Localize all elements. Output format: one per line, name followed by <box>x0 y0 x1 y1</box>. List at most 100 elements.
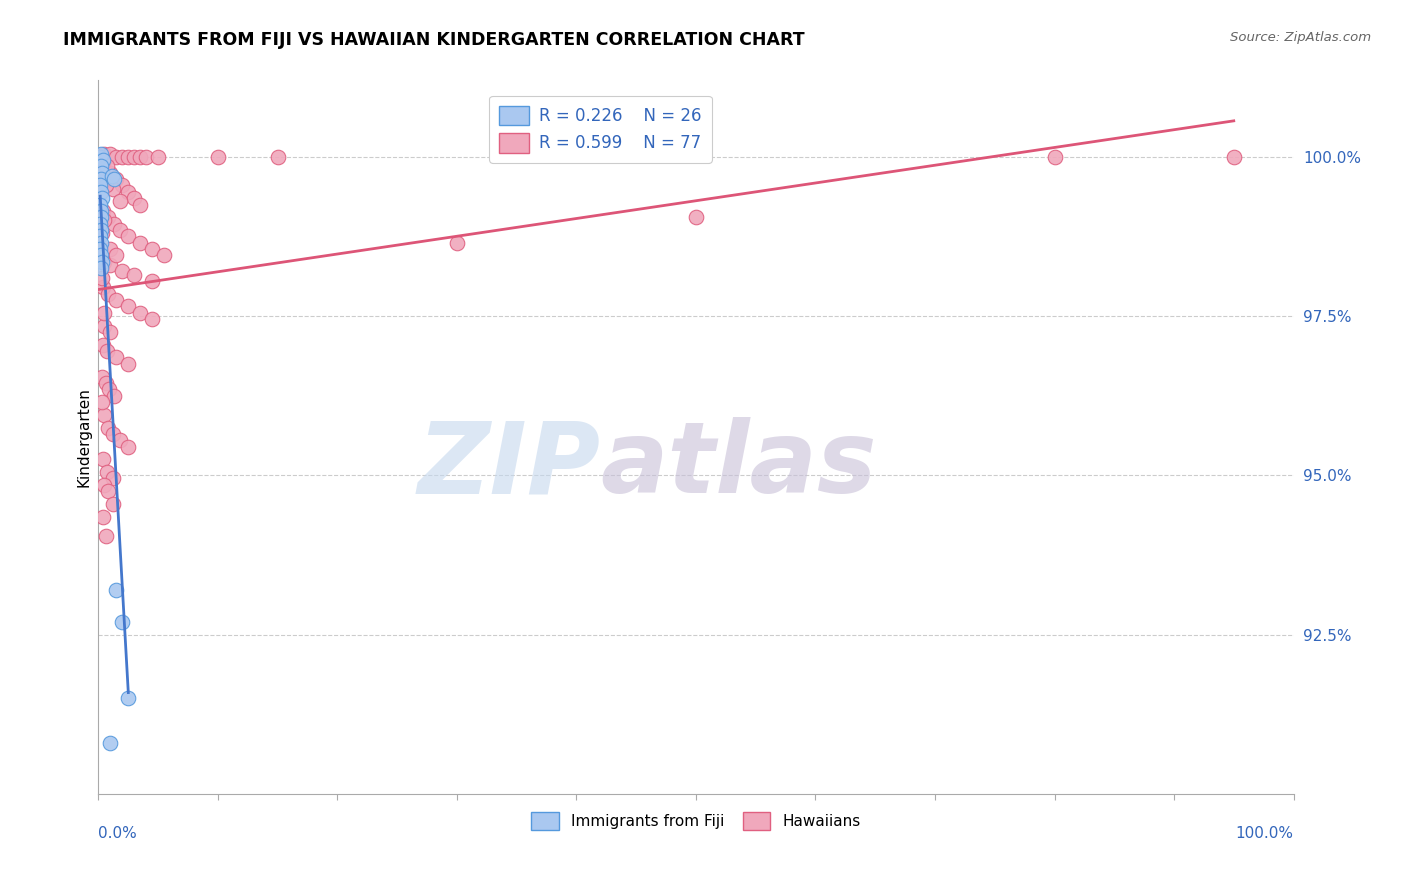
Point <box>90 235 112 250</box>
Point <box>91 166 114 180</box>
Point <box>90 185 112 199</box>
Point <box>91 369 114 384</box>
Point <box>105 248 128 262</box>
Point <box>124 268 146 282</box>
Point <box>101 426 124 441</box>
Point <box>98 242 122 256</box>
Point <box>90 248 112 262</box>
Point <box>90 159 112 173</box>
Point <box>141 274 163 288</box>
Point <box>89 178 111 193</box>
Point <box>105 293 128 307</box>
Point <box>98 736 122 750</box>
Point <box>103 217 125 231</box>
Point <box>103 389 125 403</box>
Point <box>93 162 115 177</box>
Text: IMMIGRANTS FROM FIJI VS HAWAIIAN KINDERGARTEN CORRELATION CHART: IMMIGRANTS FROM FIJI VS HAWAIIAN KINDERG… <box>63 31 804 49</box>
Point <box>101 471 124 485</box>
Point <box>124 150 146 164</box>
Point <box>1223 150 1246 164</box>
Point <box>97 211 120 225</box>
Point <box>91 153 114 167</box>
Point <box>89 197 111 211</box>
Point <box>91 270 114 285</box>
Point <box>117 300 139 314</box>
Point <box>90 203 112 218</box>
Point <box>129 150 152 164</box>
Point <box>91 509 114 524</box>
Point <box>91 337 114 351</box>
Point <box>89 150 111 164</box>
Point <box>105 172 128 186</box>
Point <box>93 213 115 227</box>
Point <box>90 172 112 186</box>
Point <box>148 150 170 164</box>
Point <box>117 185 139 199</box>
Point <box>90 146 112 161</box>
Point <box>103 172 125 186</box>
Text: Source: ZipAtlas.com: Source: ZipAtlas.com <box>1230 31 1371 45</box>
Point <box>108 194 131 209</box>
Point <box>105 351 128 365</box>
Point <box>93 408 115 422</box>
Point <box>267 150 290 164</box>
Point <box>91 191 114 205</box>
Point <box>117 150 139 164</box>
Point <box>117 691 139 706</box>
Point <box>117 440 139 454</box>
Point <box>91 175 114 189</box>
Point <box>101 497 124 511</box>
Point <box>93 146 115 161</box>
Legend: Immigrants from Fiji, Hawaiians: Immigrants from Fiji, Hawaiians <box>526 806 866 836</box>
Point <box>129 235 152 250</box>
Point <box>101 181 124 195</box>
Point <box>685 211 707 225</box>
Point <box>90 223 112 237</box>
Point <box>93 306 115 320</box>
Point <box>98 146 122 161</box>
Point <box>97 420 120 434</box>
Point <box>153 248 176 262</box>
Point <box>135 150 157 164</box>
Point <box>91 452 114 467</box>
Point <box>94 178 117 193</box>
Point <box>105 150 128 164</box>
Point <box>93 255 115 269</box>
Point <box>129 306 152 320</box>
Point <box>90 261 112 276</box>
Point <box>111 615 134 629</box>
Point <box>1043 150 1066 164</box>
Point <box>97 286 120 301</box>
Text: 0.0%: 0.0% <box>98 826 138 841</box>
Point <box>96 159 118 173</box>
Point <box>129 197 152 211</box>
Text: ZIP: ZIP <box>418 417 600 514</box>
Point <box>90 211 112 225</box>
Point <box>94 529 117 543</box>
Point <box>91 395 114 409</box>
Point <box>96 344 118 359</box>
Point <box>108 223 131 237</box>
Point <box>97 484 120 499</box>
Point <box>91 226 114 240</box>
Point <box>98 325 122 339</box>
Point <box>111 178 134 193</box>
Point <box>111 150 134 164</box>
Point <box>108 434 131 448</box>
Text: 100.0%: 100.0% <box>1236 826 1294 841</box>
Y-axis label: Kindergarten: Kindergarten <box>76 387 91 487</box>
Point <box>141 242 163 256</box>
Point <box>111 264 134 278</box>
Point <box>91 255 114 269</box>
Point <box>105 582 128 597</box>
Point <box>89 229 111 244</box>
Point <box>117 229 139 244</box>
Point <box>93 478 115 492</box>
Point <box>89 217 111 231</box>
Point <box>94 376 117 390</box>
Point <box>91 203 114 218</box>
Text: atlas: atlas <box>600 417 877 514</box>
Point <box>98 258 122 272</box>
Point <box>124 191 146 205</box>
Point <box>446 235 468 250</box>
